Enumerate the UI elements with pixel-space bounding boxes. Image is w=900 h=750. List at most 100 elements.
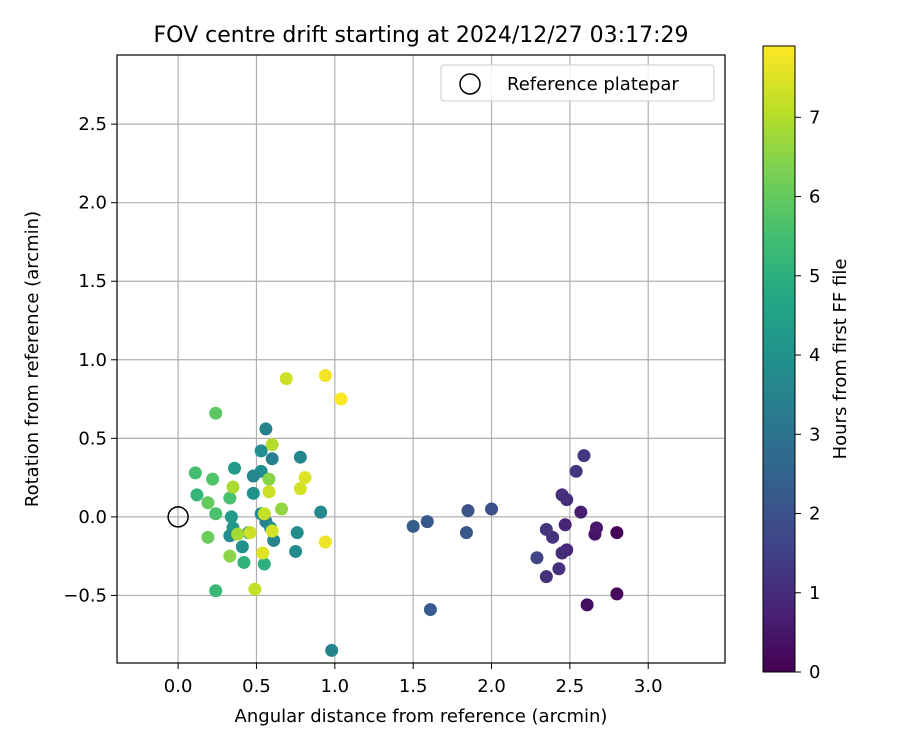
data-point — [406, 519, 420, 533]
data-point — [279, 372, 293, 386]
data-point — [293, 450, 307, 464]
data-point — [265, 524, 279, 538]
data-point — [262, 485, 276, 499]
data-point — [188, 466, 202, 480]
colorbar-tick-label: 6 — [809, 187, 820, 208]
y-tick-label: 2.5 — [78, 114, 107, 135]
data-point — [558, 518, 572, 532]
data-point — [254, 444, 268, 458]
data-point — [224, 510, 238, 524]
data-point — [262, 472, 276, 486]
data-point — [555, 546, 569, 560]
data-point — [560, 493, 574, 507]
data-point — [228, 461, 242, 475]
colorbar-tick-label: 0 — [809, 662, 820, 683]
data-point — [423, 603, 437, 617]
data-point — [485, 502, 499, 516]
data-point — [243, 526, 257, 540]
data-point — [209, 584, 223, 598]
data-point — [246, 486, 260, 500]
data-point — [206, 472, 220, 486]
data-point — [265, 452, 279, 466]
data-point — [275, 502, 289, 516]
data-point — [223, 549, 237, 563]
data-point — [539, 522, 553, 536]
data-point — [289, 544, 303, 558]
colorbar-tick-label: 3 — [809, 424, 820, 445]
x-tick-label: 0.5 — [242, 676, 271, 697]
x-tick-label: 1.5 — [399, 676, 428, 697]
data-point — [318, 535, 332, 549]
data-point — [226, 480, 240, 494]
data-point — [314, 505, 328, 519]
data-point — [569, 464, 583, 478]
y-tick-label: 2.0 — [78, 193, 107, 214]
colorbar-gradient — [762, 45, 796, 673]
colorbar: 0 1 2 3 4 5 6 7 Hours from first FF file — [762, 45, 851, 683]
data-point — [223, 491, 237, 505]
data-points — [188, 368, 624, 657]
colorbar-tick-label: 2 — [809, 504, 820, 525]
colorbar-tick-label: 4 — [809, 345, 820, 366]
data-point — [590, 521, 604, 535]
legend-label: Reference platepar — [507, 74, 679, 95]
data-point — [318, 368, 332, 382]
reference-marker — [167, 506, 189, 528]
data-point — [530, 551, 544, 565]
data-point — [209, 507, 223, 521]
grid-lines — [117, 55, 725, 663]
data-point — [580, 598, 594, 612]
y-tick-label: −0.5 — [63, 585, 107, 606]
y-tick-label: 0.5 — [78, 428, 107, 449]
x-tick-label: 0.0 — [164, 676, 193, 697]
data-point — [231, 527, 245, 541]
data-point — [201, 530, 215, 544]
y-axis-ticks: −0.5 0.0 0.5 1.0 1.5 2.0 2.5 — [63, 114, 117, 606]
data-point — [325, 643, 339, 657]
x-tick-label: 2.0 — [477, 676, 506, 697]
chart-title: FOV centre drift starting at 2024/12/27 … — [154, 23, 689, 48]
data-point — [235, 540, 249, 554]
data-point — [246, 469, 260, 483]
data-point — [334, 392, 348, 406]
y-axis-label: Rotation from reference (arcmin) — [22, 211, 43, 507]
data-point — [256, 546, 270, 560]
x-tick-label: 1.0 — [320, 676, 349, 697]
data-point — [259, 422, 273, 436]
data-point — [552, 562, 566, 576]
legend-marker-icon — [459, 73, 481, 95]
data-point — [610, 526, 624, 540]
data-point — [265, 438, 279, 452]
legend-box — [440, 64, 715, 102]
x-axis-label: Angular distance from reference (arcmin) — [235, 706, 608, 727]
colorbar-tick-label: 1 — [809, 583, 820, 604]
data-point — [461, 504, 475, 518]
data-point — [290, 526, 304, 540]
data-point — [257, 507, 271, 521]
data-point — [298, 471, 312, 485]
colorbar-label: Hours from first FF file — [830, 259, 851, 460]
data-point — [293, 482, 307, 496]
y-tick-label: 0.0 — [78, 507, 107, 528]
data-point — [420, 515, 434, 529]
plot-area-frame — [116, 54, 726, 664]
data-point — [201, 496, 215, 510]
x-tick-label: 3.0 — [634, 676, 663, 697]
data-point — [209, 406, 223, 420]
y-tick-label: 1.0 — [78, 350, 107, 371]
data-point — [190, 488, 204, 502]
x-tick-label: 2.5 — [556, 676, 585, 697]
y-tick-label: 1.5 — [78, 271, 107, 292]
data-point — [610, 587, 624, 601]
reference-point — [167, 506, 189, 528]
x-axis-ticks: 0.0 0.5 1.0 1.5 2.0 2.5 3.0 — [164, 663, 663, 697]
colorbar-ticks: 0 1 2 3 4 5 6 7 — [795, 107, 820, 683]
data-point — [237, 555, 251, 569]
data-point — [577, 449, 591, 463]
data-point — [248, 582, 262, 596]
data-point — [539, 570, 553, 584]
data-point — [574, 505, 588, 519]
legend: Reference platepar — [440, 64, 715, 102]
colorbar-tick-label: 7 — [809, 107, 820, 128]
